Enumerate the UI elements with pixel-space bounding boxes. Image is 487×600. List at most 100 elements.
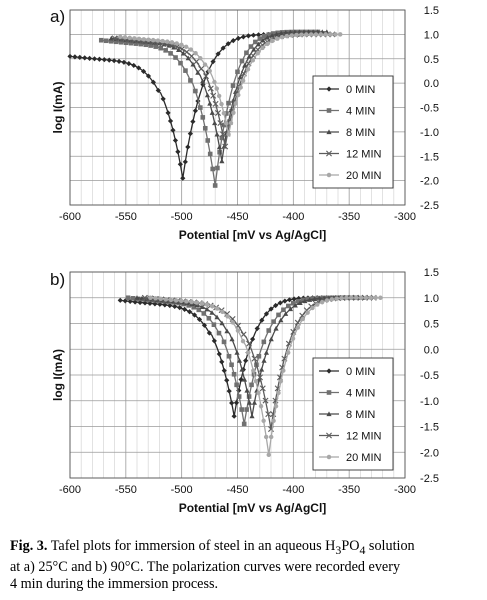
data-point [198, 65, 205, 72]
data-point [313, 32, 319, 37]
data-point [318, 32, 324, 37]
legend-label: 4 MIN [346, 388, 375, 400]
data-point [292, 302, 298, 308]
data-point [77, 54, 83, 60]
plot-frame [69, 9, 406, 206]
data-point [262, 397, 269, 404]
data-point [273, 302, 279, 309]
series-4-min [98, 29, 321, 188]
legend-swatch-marker [326, 86, 332, 92]
data-point [128, 40, 134, 46]
data-point [229, 362, 234, 368]
data-point [167, 118, 174, 124]
data-point [294, 32, 299, 38]
data-point [245, 67, 251, 72]
data-point [249, 413, 255, 419]
data-point [251, 400, 258, 405]
data-point [121, 59, 127, 65]
data-point [307, 297, 313, 302]
y-tick-label: 1.0 [424, 293, 439, 305]
data-point [196, 316, 203, 323]
data-point [82, 55, 88, 61]
data-point [189, 299, 194, 305]
data-point [185, 144, 191, 150]
data-point [244, 50, 249, 56]
x-tick-label: -600 [59, 211, 81, 223]
legend-swatch-marker [326, 129, 332, 135]
data-point [177, 161, 183, 167]
data-point [231, 371, 237, 377]
data-point [165, 39, 170, 44]
data-point [263, 311, 270, 317]
data-point [349, 295, 354, 301]
data-point [224, 377, 230, 383]
data-point [137, 299, 143, 306]
data-point [186, 309, 193, 315]
data-point [250, 32, 257, 38]
data-point [261, 358, 267, 363]
data-point [222, 143, 229, 150]
data-point [143, 42, 149, 48]
data-point [206, 315, 212, 321]
data-point [248, 44, 254, 49]
data-point [236, 92, 241, 98]
data-point [91, 56, 98, 62]
data-point [254, 325, 260, 332]
data-point [209, 310, 215, 315]
data-point [300, 297, 306, 303]
data-point [98, 37, 104, 43]
data-point [291, 296, 297, 302]
x-tick-label: -600 [59, 484, 81, 496]
data-point [358, 295, 364, 300]
data-point [368, 295, 373, 300]
data-point [191, 304, 197, 310]
panel-label: b) [50, 270, 65, 289]
data-point [273, 325, 279, 331]
data-point [175, 149, 181, 155]
data-point [170, 127, 176, 133]
data-point [353, 295, 359, 300]
data-point [300, 316, 305, 322]
data-point [183, 49, 190, 56]
data-point [333, 32, 338, 37]
data-point [214, 314, 220, 320]
x-tick-label: -400 [282, 484, 304, 496]
data-point [219, 101, 224, 107]
data-point [339, 296, 344, 301]
data-point [265, 411, 272, 418]
data-point [256, 390, 261, 396]
data-point [204, 92, 211, 98]
data-point [329, 297, 335, 302]
data-point [118, 34, 123, 40]
y-tick-label: -2.5 [420, 200, 439, 212]
data-point [141, 37, 147, 42]
data-point [108, 38, 114, 44]
data-point [132, 36, 137, 41]
data-point [199, 301, 205, 306]
data-point [315, 302, 320, 307]
data-point [141, 294, 148, 301]
data-point [240, 338, 246, 344]
chart-panel-a: -600 -550 -500 -450 -400 -350 -300 1.5 1.0 0.5 0.0… [50, 5, 439, 242]
data-point [256, 353, 262, 359]
data-point [239, 366, 245, 372]
data-point [271, 418, 276, 423]
data-point [212, 120, 218, 126]
data-point [266, 32, 272, 37]
data-point [253, 378, 259, 384]
data-point [204, 302, 210, 307]
data-point [211, 322, 217, 327]
data-point [226, 100, 231, 106]
legend-label: 20 MIN [346, 452, 382, 464]
data-point [278, 30, 284, 36]
data-point [221, 339, 227, 345]
data-point [204, 306, 210, 312]
data-point [153, 44, 159, 49]
data-point [246, 53, 252, 59]
caption-sub-4: 4 [359, 542, 366, 557]
caption-sub-3: 3 [335, 542, 342, 557]
figure: -600 -550 -500 -450 -400 -350 -300 1.5 1.0 0.5 0.0… [50, 5, 439, 515]
data-point [200, 115, 206, 120]
data-point [67, 53, 73, 59]
x-tick-label: -350 [338, 484, 360, 496]
